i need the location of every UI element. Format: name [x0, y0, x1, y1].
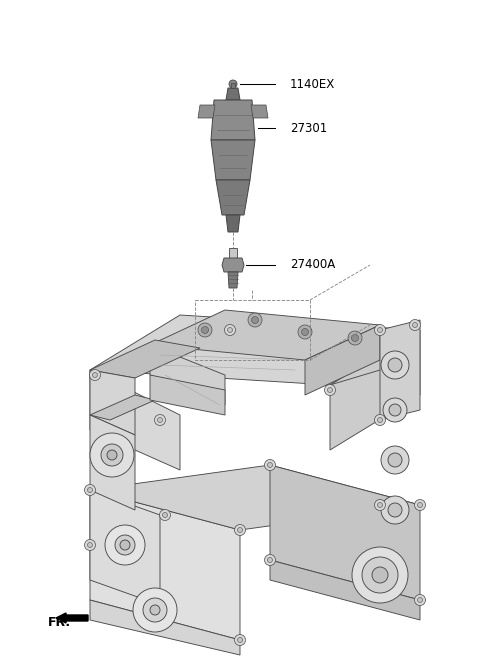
Circle shape	[388, 358, 402, 372]
Polygon shape	[229, 248, 237, 258]
Circle shape	[377, 417, 383, 422]
Text: 27301: 27301	[290, 122, 327, 135]
Polygon shape	[211, 100, 255, 140]
Circle shape	[362, 557, 398, 593]
Circle shape	[120, 540, 130, 550]
Polygon shape	[90, 465, 420, 530]
Polygon shape	[90, 415, 135, 510]
Circle shape	[159, 509, 170, 520]
Polygon shape	[222, 258, 244, 272]
Circle shape	[198, 323, 212, 337]
Polygon shape	[305, 325, 380, 395]
Circle shape	[101, 444, 123, 466]
Circle shape	[381, 496, 409, 524]
Polygon shape	[270, 560, 420, 620]
Circle shape	[301, 328, 309, 336]
Circle shape	[409, 319, 420, 330]
Circle shape	[388, 453, 402, 467]
Circle shape	[377, 503, 383, 507]
Circle shape	[248, 313, 262, 327]
Bar	[231, 83, 235, 88]
Circle shape	[267, 463, 273, 468]
Circle shape	[377, 327, 383, 332]
Circle shape	[225, 325, 236, 336]
Circle shape	[324, 384, 336, 396]
Polygon shape	[90, 490, 240, 640]
Circle shape	[348, 331, 362, 345]
Circle shape	[383, 398, 407, 422]
Circle shape	[235, 524, 245, 535]
Circle shape	[143, 598, 167, 622]
Text: 1140EX: 1140EX	[290, 78, 335, 91]
Circle shape	[264, 459, 276, 470]
Circle shape	[115, 535, 135, 555]
Circle shape	[327, 388, 333, 392]
Circle shape	[238, 528, 242, 533]
Circle shape	[418, 597, 422, 602]
Circle shape	[105, 525, 145, 565]
Polygon shape	[90, 395, 155, 420]
Circle shape	[374, 499, 385, 510]
Circle shape	[89, 369, 100, 380]
Circle shape	[381, 351, 409, 379]
Polygon shape	[90, 370, 135, 435]
Circle shape	[374, 325, 385, 336]
Polygon shape	[270, 465, 420, 600]
Circle shape	[351, 334, 359, 342]
Circle shape	[412, 323, 418, 327]
Circle shape	[93, 373, 97, 378]
Polygon shape	[216, 180, 250, 215]
Circle shape	[372, 567, 388, 583]
FancyArrow shape	[56, 613, 88, 623]
Polygon shape	[90, 340, 200, 378]
Polygon shape	[226, 215, 240, 232]
Circle shape	[84, 539, 96, 551]
Circle shape	[229, 80, 237, 88]
Circle shape	[87, 543, 93, 547]
Circle shape	[155, 415, 166, 426]
Circle shape	[381, 446, 409, 474]
Circle shape	[374, 415, 385, 426]
Circle shape	[87, 487, 93, 493]
Circle shape	[298, 325, 312, 339]
Circle shape	[133, 588, 177, 632]
Circle shape	[157, 417, 163, 422]
Polygon shape	[330, 330, 420, 450]
Circle shape	[202, 327, 208, 334]
Polygon shape	[90, 370, 180, 470]
Circle shape	[264, 555, 276, 566]
Polygon shape	[251, 105, 268, 118]
Circle shape	[228, 327, 232, 332]
Circle shape	[415, 595, 425, 606]
Polygon shape	[330, 370, 380, 385]
Polygon shape	[226, 88, 240, 100]
Circle shape	[107, 450, 117, 460]
Polygon shape	[90, 600, 240, 655]
Polygon shape	[211, 140, 255, 180]
Polygon shape	[90, 315, 420, 385]
Circle shape	[90, 433, 134, 477]
Circle shape	[84, 484, 96, 495]
Circle shape	[235, 635, 245, 645]
Circle shape	[352, 547, 408, 603]
Circle shape	[267, 558, 273, 562]
Polygon shape	[150, 375, 225, 415]
Polygon shape	[198, 105, 215, 118]
Text: FR.: FR.	[48, 616, 71, 629]
Text: 27400A: 27400A	[290, 258, 335, 271]
Circle shape	[388, 503, 402, 517]
Circle shape	[252, 317, 259, 323]
Circle shape	[418, 503, 422, 507]
Polygon shape	[90, 490, 160, 605]
Polygon shape	[380, 320, 420, 420]
Polygon shape	[150, 345, 225, 405]
Circle shape	[163, 512, 168, 518]
Circle shape	[389, 404, 401, 416]
Circle shape	[238, 637, 242, 643]
Circle shape	[150, 605, 160, 615]
Polygon shape	[150, 310, 380, 360]
Polygon shape	[228, 272, 238, 288]
Circle shape	[415, 499, 425, 510]
